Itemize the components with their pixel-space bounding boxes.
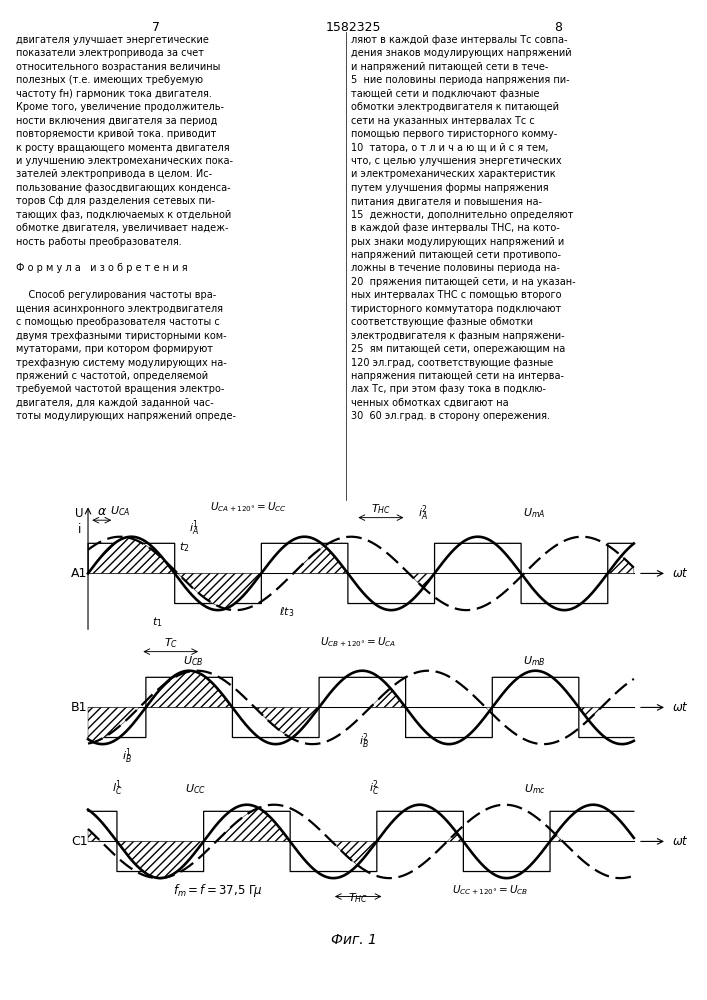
Text: $i^1_B$: $i^1_B$	[122, 746, 132, 766]
Text: $l^1_C$: $l^1_C$	[112, 779, 122, 798]
Text: B1: B1	[71, 701, 88, 714]
Text: $i^2_B$: $i^2_B$	[358, 731, 368, 751]
Text: $t_1$: $t_1$	[151, 616, 162, 629]
Text: $U_{mB}$: $U_{mB}$	[523, 654, 546, 668]
Text: $i^1_A$: $i^1_A$	[189, 518, 199, 538]
Text: двигателя улучшает энергетические
показатели электропривода за счет
относительно: двигателя улучшает энергетические показа…	[16, 35, 235, 421]
Text: $T_{HC}$: $T_{HC}$	[348, 891, 368, 905]
Text: 7: 7	[151, 21, 160, 34]
Text: $\alpha$: $\alpha$	[97, 505, 107, 518]
Text: $U_{CB}$: $U_{CB}$	[182, 654, 203, 668]
Text: $i^2_A$: $i^2_A$	[418, 503, 428, 523]
Text: $T_C$: $T_C$	[163, 636, 178, 650]
Text: $U_{CC}$: $U_{CC}$	[185, 782, 206, 796]
Text: $U_{CA}$: $U_{CA}$	[110, 505, 130, 518]
Text: $U_{mc}$: $U_{mc}$	[524, 782, 546, 796]
Text: C1: C1	[71, 835, 88, 848]
Text: $T_{HC}$: $T_{HC}$	[371, 502, 391, 516]
Text: 8: 8	[554, 21, 563, 34]
Text: $i^2_C$: $i^2_C$	[370, 779, 380, 798]
Text: $\ell t_3$: $\ell t_3$	[279, 606, 294, 619]
Text: $\omega t$: $\omega t$	[672, 701, 689, 714]
Text: $U_{CA+120°}=U_{CC}$: $U_{CA+120°}=U_{CC}$	[209, 500, 286, 514]
Text: $f_m{=}f{=}37{,}5\ \Gamma\!\mu$: $f_m{=}f{=}37{,}5\ \Gamma\!\mu$	[173, 882, 262, 899]
Text: $\omega t$: $\omega t$	[672, 835, 689, 848]
Text: 1582325: 1582325	[326, 21, 381, 34]
Text: $\omega t$: $\omega t$	[672, 567, 689, 580]
Text: $t_2$: $t_2$	[180, 541, 189, 554]
Text: U: U	[75, 507, 83, 520]
Text: i: i	[78, 523, 81, 536]
Text: A1: A1	[71, 567, 88, 580]
Text: $U_{CC+120°}=U_{CB}$: $U_{CC+120°}=U_{CB}$	[452, 884, 529, 897]
Text: $U_{mA}$: $U_{mA}$	[523, 507, 546, 520]
Text: ляют в каждой фазе интервалы Тс совпа-
дения знаков модулирующих напряжений
и на: ляют в каждой фазе интервалы Тс совпа- д…	[351, 35, 576, 421]
Text: $U_{CB+120°}=U_{CA}$: $U_{CB+120°}=U_{CA}$	[320, 635, 397, 649]
Text: Фиг. 1: Фиг. 1	[331, 933, 376, 947]
